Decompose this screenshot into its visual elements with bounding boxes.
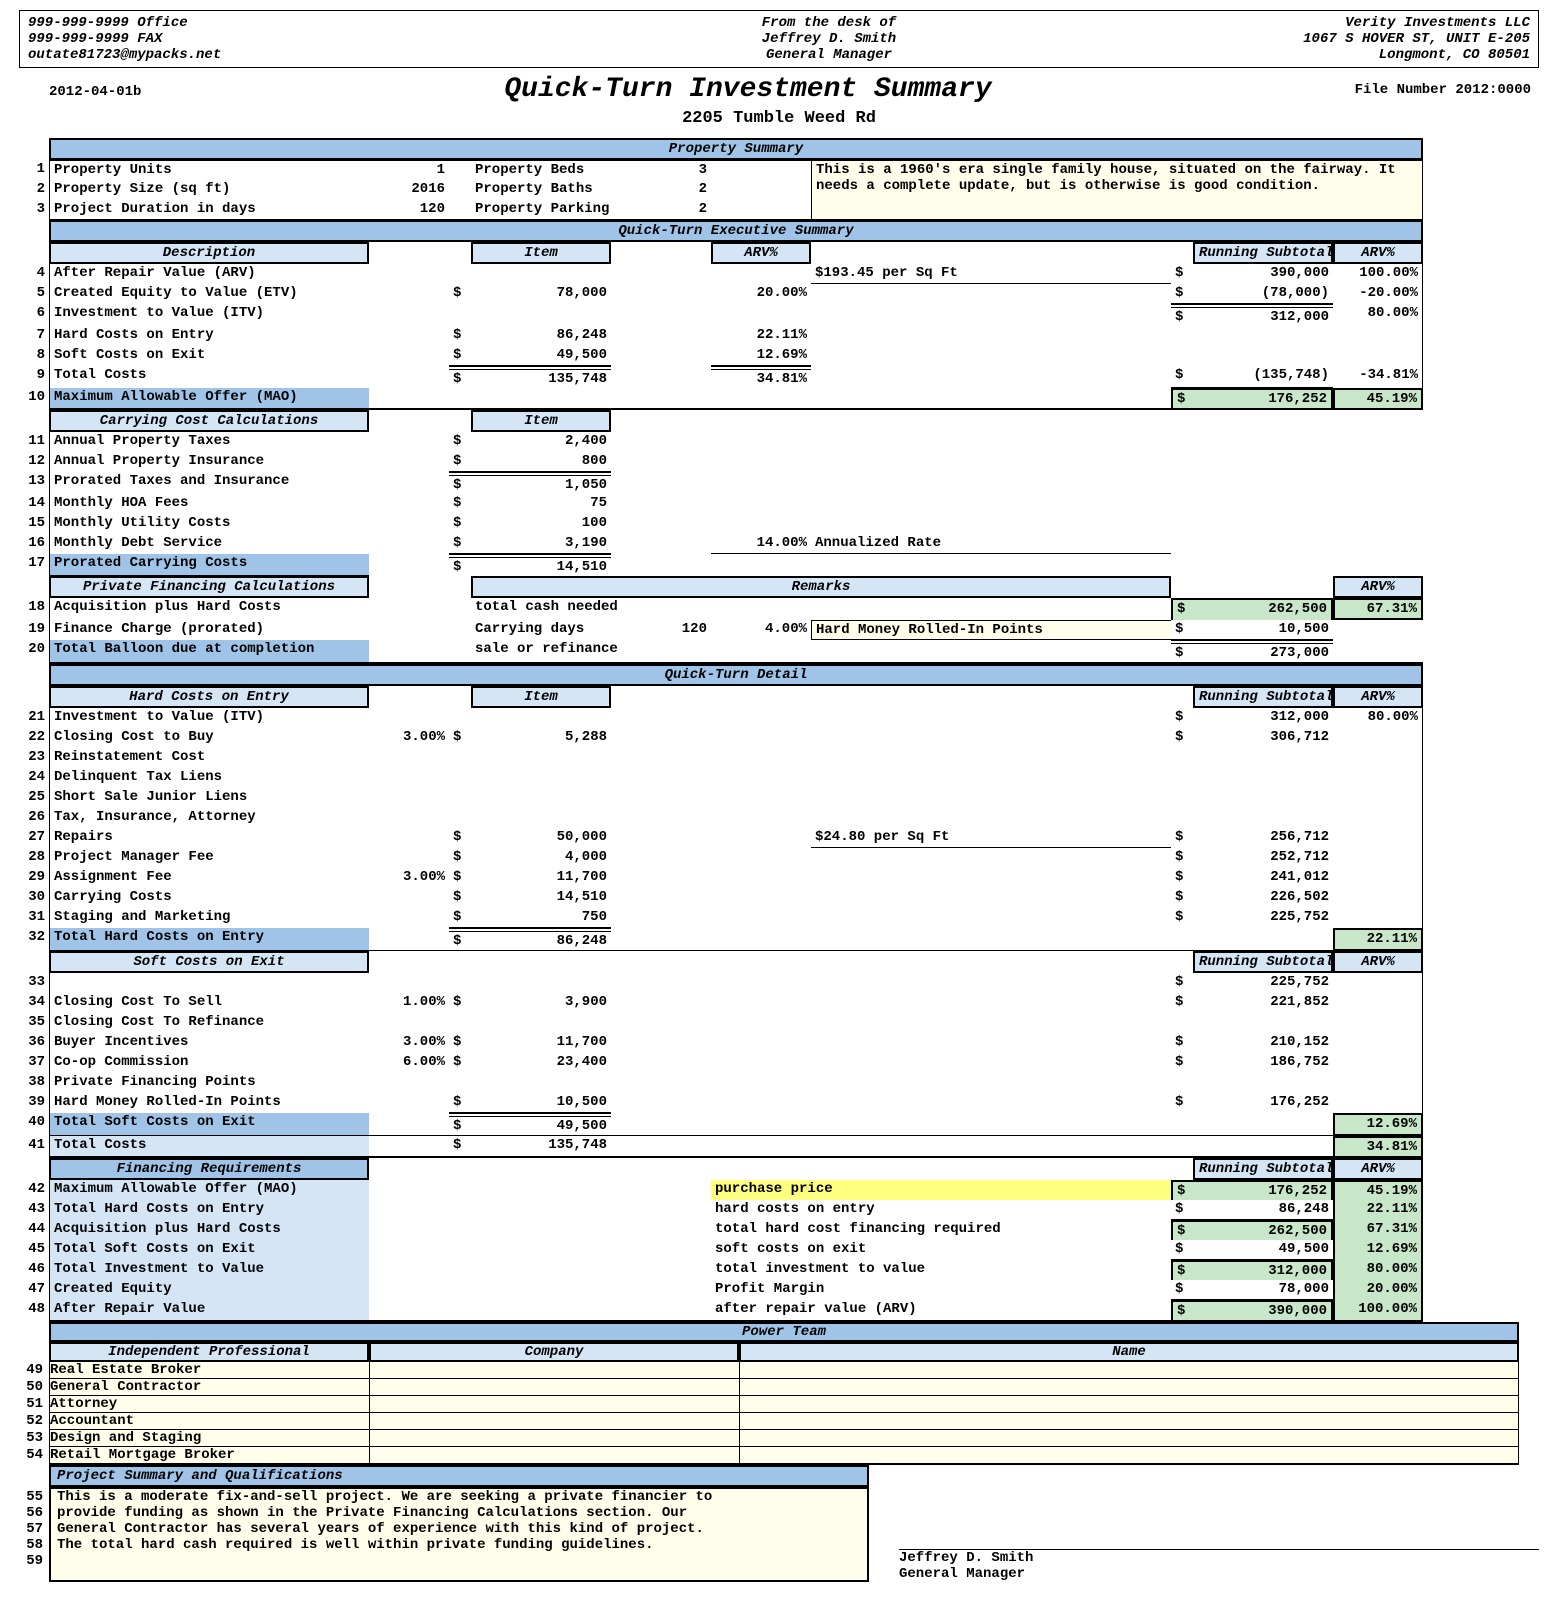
financing-section: Financing Requirements Running SubtotalA… (19, 1158, 1539, 1322)
soft-section: Soft Costs on Exit Running SubtotalARV% … (19, 951, 1539, 1158)
power-team-section: Power Team Independent ProfessionalCompa… (19, 1322, 1539, 1465)
row-number: 1 (19, 160, 49, 180)
spreadsheet: 999-999-9999 Office 999-999-9999 FAX out… (19, 10, 1539, 1582)
carrying-section: Carrying Cost Calculations Item 11Annual… (19, 410, 1539, 576)
exec-summary-section: Quick-Turn Executive Summary Description… (19, 220, 1539, 410)
signature-name: Jeffrey D. Smith (899, 1549, 1539, 1566)
version: 2012-04-01b (49, 84, 141, 100)
header-role: General Manager (524, 47, 1134, 63)
header-person: Jeffrey D. Smith (524, 31, 1134, 47)
detail-section: Quick-Turn Detail Hard Costs on Entry It… (19, 664, 1539, 951)
doc-title: Quick-Turn Investment Summary (141, 74, 1354, 105)
doc-subtitle: 2205 Tumble Weed Rd (19, 109, 1539, 128)
section-prop-summary: Property Summary (49, 138, 1423, 160)
addr1: 1067 S HOVER ST, UNIT E-205 (1146, 31, 1530, 47)
desk-of: From the desk of (524, 15, 1134, 31)
private-financing-section: Private Financing Calculations Remarks A… (19, 576, 1539, 664)
email: outate81723@mypacks.net (28, 47, 512, 63)
phone-office: 999-999-9999 Office (28, 15, 512, 31)
phone-fax: 999-999-9999 FAX (28, 31, 512, 47)
project-summary-section: Project Summary and Qualifications (49, 1465, 869, 1489)
addr2: Longmont, CO 80501 (1146, 47, 1530, 63)
file-number: File Number 2012:0000 (1355, 82, 1531, 98)
company: Verity Investments LLC (1146, 15, 1530, 31)
header-box: 999-999-9999 Office 999-999-9999 FAX out… (19, 10, 1539, 68)
property-note: This is a 1960's era single family house… (811, 160, 1423, 220)
property-summary-section: Property Summary 1 Property Units1 Prope… (19, 138, 1539, 220)
signature-role: General Manager (899, 1566, 1539, 1582)
